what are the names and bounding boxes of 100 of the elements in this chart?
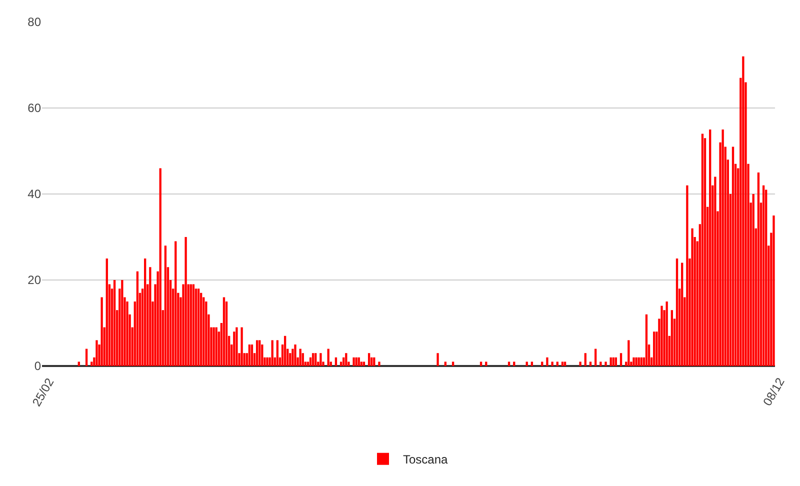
bar	[732, 146, 734, 366]
bar	[314, 353, 317, 366]
bar	[584, 353, 586, 366]
bar	[302, 353, 304, 366]
bar	[589, 362, 592, 366]
bar	[250, 344, 254, 366]
bar	[600, 362, 602, 366]
bar	[276, 340, 279, 366]
bar	[530, 362, 534, 366]
bar	[96, 340, 98, 366]
bar	[635, 357, 638, 366]
bar	[200, 292, 202, 366]
bar	[640, 357, 642, 366]
bar	[628, 340, 630, 366]
y-tick-label: 40	[28, 187, 42, 202]
bar	[320, 353, 322, 366]
y-tick-label: 0	[34, 359, 42, 374]
bar	[594, 348, 597, 366]
bar	[236, 327, 238, 366]
bar	[579, 362, 582, 366]
bar	[289, 353, 292, 366]
bar	[240, 327, 243, 366]
bar	[266, 357, 268, 366]
bar	[215, 327, 218, 366]
bar	[184, 237, 187, 366]
bar	[106, 258, 108, 366]
bar	[714, 176, 716, 366]
bar	[691, 228, 694, 366]
bar	[556, 362, 558, 366]
bar	[614, 357, 618, 366]
bar	[299, 348, 302, 366]
bar	[258, 340, 261, 366]
bar	[85, 348, 88, 366]
bar	[362, 362, 366, 366]
bar	[256, 340, 258, 366]
bar	[174, 241, 177, 366]
bar	[752, 194, 754, 366]
bar	[513, 362, 516, 366]
bar	[370, 357, 373, 366]
bar	[197, 288, 200, 366]
bar	[342, 357, 345, 366]
bar	[352, 357, 355, 366]
bar	[508, 362, 510, 366]
bar	[541, 362, 544, 366]
bar	[561, 362, 564, 366]
bar	[701, 134, 704, 366]
bar	[610, 357, 612, 366]
bar	[762, 185, 765, 366]
legend-label: Toscana	[403, 452, 448, 467]
bar	[327, 348, 330, 366]
bar	[312, 353, 314, 366]
bar	[757, 172, 760, 366]
y-tick-label: 80	[28, 15, 42, 30]
bar	[722, 130, 724, 366]
bar	[340, 362, 342, 366]
bar	[709, 130, 712, 366]
bar	[436, 353, 439, 366]
bar	[551, 362, 554, 366]
bar	[660, 306, 663, 366]
bar	[306, 362, 310, 366]
bar	[248, 344, 251, 366]
bar	[271, 340, 274, 366]
bar	[284, 336, 286, 366]
bar	[121, 280, 124, 366]
bar	[485, 362, 488, 366]
bar	[666, 302, 668, 366]
bar	[78, 362, 80, 366]
bar	[772, 216, 775, 366]
bar	[159, 168, 162, 366]
bar	[192, 284, 195, 366]
bar	[90, 362, 93, 366]
bar	[670, 310, 673, 366]
bar	[309, 357, 312, 366]
bar	[345, 353, 348, 366]
bar	[526, 362, 528, 366]
bar	[100, 297, 103, 366]
bar	[681, 262, 684, 366]
bar	[202, 297, 205, 366]
bar	[653, 332, 656, 366]
bar	[480, 362, 482, 366]
bar	[638, 357, 640, 366]
bar	[368, 353, 370, 366]
bar	[620, 353, 622, 366]
bar	[190, 284, 192, 366]
bar	[612, 357, 614, 366]
bar	[676, 258, 678, 366]
bar	[194, 288, 198, 366]
y-tick-label: 60	[28, 101, 42, 116]
bar	[765, 190, 768, 366]
bar	[358, 357, 360, 366]
bar	[373, 357, 376, 366]
bar	[149, 267, 152, 366]
bar	[113, 280, 116, 366]
bar	[452, 362, 454, 366]
bar	[222, 297, 226, 366]
bar	[355, 357, 358, 366]
bar	[233, 332, 236, 366]
bar	[334, 357, 338, 366]
bar	[212, 327, 215, 366]
bar	[360, 362, 362, 366]
